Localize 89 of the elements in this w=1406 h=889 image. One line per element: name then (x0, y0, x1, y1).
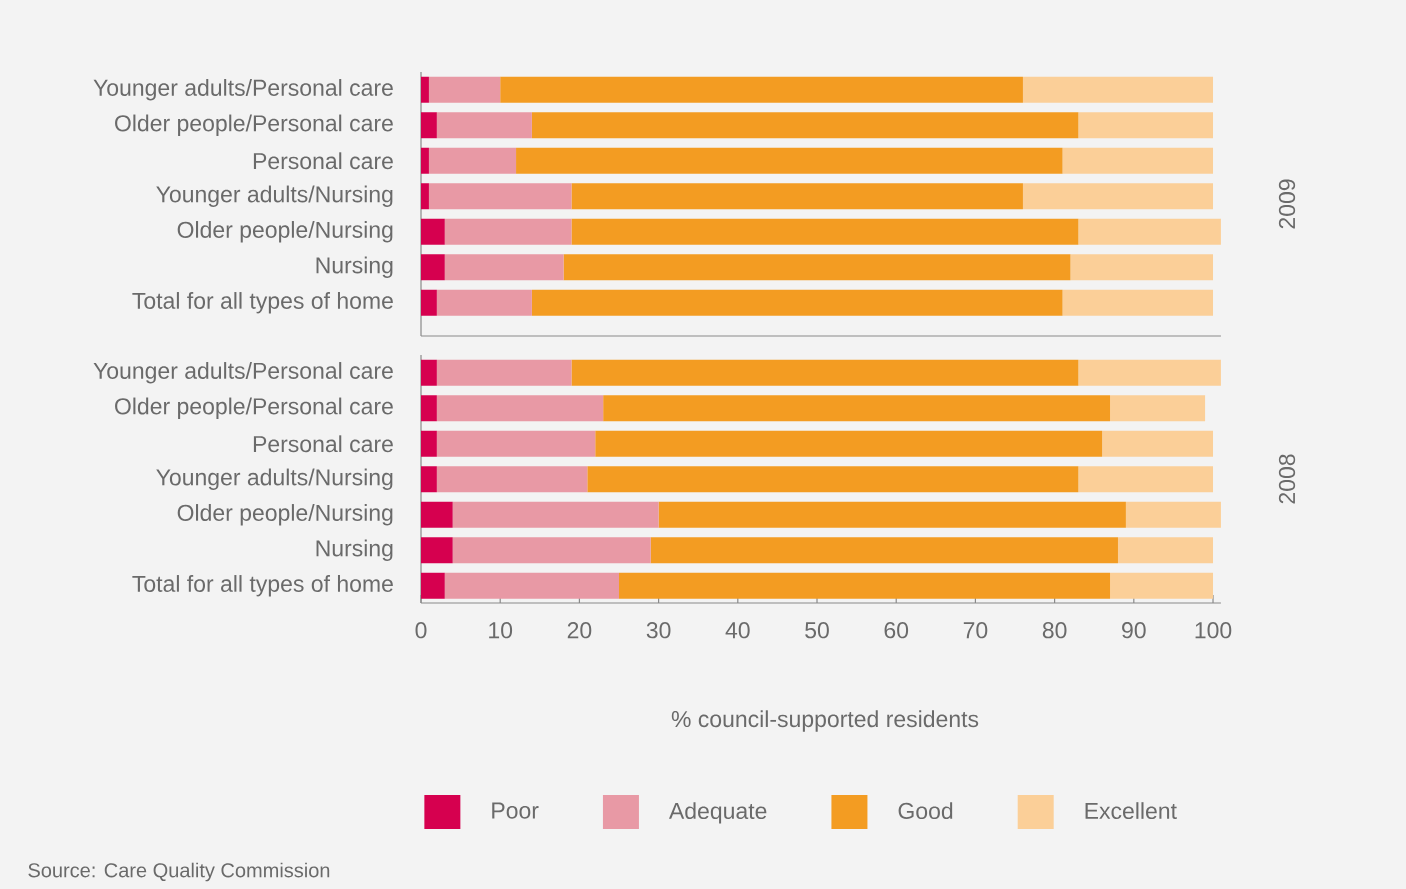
bar (603, 395, 1111, 422)
bar (571, 218, 1079, 245)
y2-axis-title: 2008 (1278, 454, 1296, 504)
bar (1062, 289, 1214, 316)
bar (421, 395, 437, 422)
source-note: Source: Care Quality Commission (28, 862, 330, 882)
x-tick-label: 60 (884, 622, 909, 639)
x-tick-label: 50 (805, 622, 829, 639)
bar (421, 147, 429, 174)
bar (436, 112, 532, 139)
x-tick-label: 80 (1042, 622, 1067, 639)
y-tick-label: Nursing (316, 539, 393, 561)
bar (452, 501, 659, 528)
bar (1022, 76, 1214, 103)
bar (421, 289, 437, 316)
y-tick-label: Younger adults/Personal care (93, 362, 393, 384)
bar (421, 183, 429, 210)
bar (650, 537, 1118, 564)
y-tick-label: Younger adults/Nursing (156, 185, 393, 207)
y-tick-label: Older people/Nursing (177, 504, 393, 526)
x-axis-title: % council-supported residents (671, 710, 979, 732)
bar (516, 147, 1063, 174)
bar (436, 395, 604, 422)
legend-label: Poor (492, 802, 539, 819)
y-tick-label: Personal care (253, 435, 393, 453)
bar (595, 430, 1103, 457)
bar (444, 254, 564, 281)
bar (421, 537, 453, 564)
bar (421, 254, 445, 281)
bar (421, 572, 445, 599)
y-tick-label: Total for all types of home (132, 292, 393, 314)
x-tick-label: 90 (1122, 622, 1146, 639)
bar (619, 572, 1111, 599)
y-tick-label: Older people/Nursing (177, 221, 393, 243)
x-tick-label: 100 (1195, 622, 1232, 639)
x-tick-label: 20 (567, 622, 592, 639)
bar (563, 254, 1071, 281)
bar (1110, 395, 1206, 422)
bar (428, 76, 501, 103)
bar (1062, 147, 1214, 174)
bar (421, 466, 437, 493)
bar (1102, 430, 1214, 457)
y-tick-label: Younger adults/Personal care (93, 79, 393, 101)
bar (500, 76, 1023, 103)
y-tick-label: Total for all types of home (132, 575, 393, 597)
bar (1070, 254, 1214, 281)
bar (436, 466, 588, 493)
bar (571, 183, 1023, 210)
bar (1078, 112, 1214, 139)
y2-axis-title: 2009 (1278, 179, 1296, 229)
x-tick-label: 10 (489, 622, 513, 639)
bar (444, 218, 572, 245)
x-tick-label: 70 (963, 622, 988, 639)
bar (1078, 218, 1221, 245)
bar (531, 289, 1063, 316)
x-tick-label: 30 (646, 622, 671, 639)
bar (1125, 501, 1221, 528)
bar (421, 430, 437, 457)
bar (531, 112, 1079, 139)
bar (1117, 537, 1214, 564)
bar (428, 183, 572, 210)
bar (436, 430, 596, 457)
y-tick-label: Personal care (253, 152, 393, 170)
bar (571, 359, 1079, 386)
legend-label: Adequate (668, 802, 767, 824)
bar (421, 218, 445, 245)
x-tick-label: 0 (415, 622, 427, 639)
bar (1078, 359, 1221, 386)
bar (1110, 572, 1214, 599)
legend-label: Excellent (1085, 802, 1177, 820)
bar (436, 289, 532, 316)
y-tick-label: Older people/Personal care (115, 114, 393, 136)
bar (1022, 183, 1214, 210)
bar (428, 147, 517, 174)
bar (421, 76, 429, 103)
bar (421, 501, 453, 528)
bar (421, 359, 437, 386)
bar (1078, 466, 1214, 493)
bar (452, 537, 651, 564)
y-tick-label: Nursing (316, 256, 393, 278)
y-tick-label: Older people/Personal care (115, 397, 393, 419)
bar (421, 112, 437, 139)
bar (436, 359, 572, 386)
x-tick-label: 40 (725, 622, 750, 639)
bar (587, 466, 1079, 493)
bar (444, 572, 619, 599)
legend-label: Good (898, 802, 953, 820)
y-tick-label: Younger adults/Nursing (156, 468, 393, 490)
bar (658, 501, 1126, 528)
